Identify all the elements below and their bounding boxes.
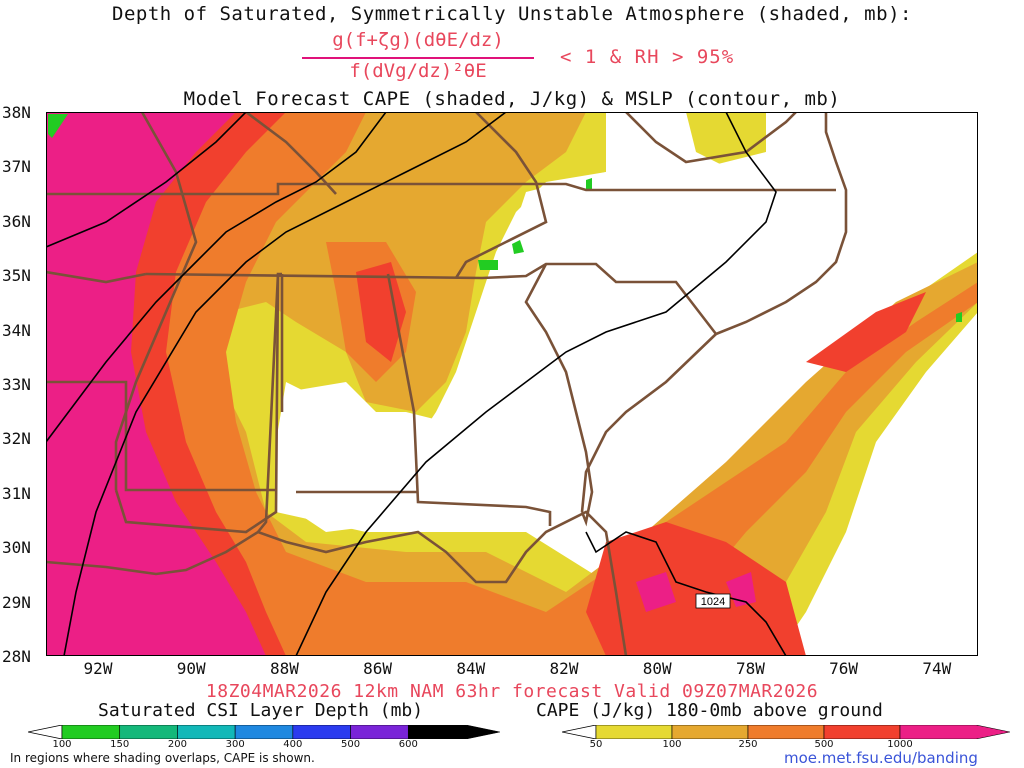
- colorbar-swatch: [407, 725, 500, 739]
- colorbar-label: 150: [110, 739, 130, 750]
- title-line3: Model Forecast CAPE (shaded, J/kg) & MSL…: [183, 88, 841, 110]
- cape-colorbar: [562, 725, 1010, 739]
- colorbar-label: 250: [738, 739, 758, 750]
- colorbar-swatch: [595, 725, 673, 739]
- colorbar-label: 400: [283, 739, 303, 750]
- lat-label: 30N: [2, 538, 31, 558]
- lat-label: 34N: [2, 320, 31, 340]
- lon-label: 78W: [735, 659, 765, 678]
- colorbar-label: 600: [398, 739, 418, 750]
- fraction-bar: [302, 57, 534, 59]
- colorbar-label: 500: [341, 739, 361, 750]
- lat-label: 35N: [2, 266, 31, 286]
- overlap-note: In regions where shading overlaps, CAPE …: [10, 751, 315, 765]
- isobar-label-box: [695, 593, 731, 609]
- colorbar-swatch: [671, 725, 749, 739]
- isobar-label: 1024: [701, 596, 725, 608]
- colorbar-label: 1000: [887, 739, 913, 750]
- lat-label: 31N: [2, 483, 31, 503]
- lat-label: 32N: [2, 429, 31, 449]
- forecast-map: 1024: [46, 112, 978, 656]
- lon-label: 82W: [549, 659, 579, 678]
- colorbar-swatch: [61, 725, 121, 739]
- colorbar-swatch: [292, 725, 351, 739]
- lat-label: 28N: [2, 647, 31, 666]
- colorbar-swatch: [350, 725, 409, 739]
- colorbar-label: 200: [167, 739, 187, 750]
- lon-label: 84W: [456, 659, 486, 678]
- lon-label: 74W: [922, 659, 952, 678]
- colorbar-label: 50: [589, 739, 603, 750]
- colorbar-low-arrow: [562, 725, 597, 739]
- colorbar-label: 500: [814, 739, 834, 750]
- colorbar-low-arrow: [28, 725, 63, 739]
- site-link[interactable]: moe.met.fsu.edu/banding: [784, 749, 978, 767]
- colorbar-swatch: [747, 725, 825, 739]
- lon-label: 90W: [176, 659, 206, 678]
- fraction-numerator: g(f+ζg)(dθE/dz): [332, 29, 504, 51]
- csi-shading: [48, 114, 962, 322]
- mslp-contours: [46, 112, 787, 656]
- colorbar-label: 100: [52, 739, 72, 750]
- colorbar-label: 100: [662, 739, 682, 750]
- fraction-condition: < 1 & RH > 95%: [560, 46, 735, 68]
- colorbar-swatch: [899, 725, 1010, 739]
- csi-colorbar: [28, 725, 500, 739]
- lat-label: 36N: [2, 211, 31, 231]
- lon-label: 80W: [642, 659, 672, 678]
- lat-label: 29N: [2, 592, 31, 612]
- cape-colorbar-title: CAPE (J/kg) 180-0mb above ground: [536, 700, 883, 721]
- lon-label: 86W: [363, 659, 393, 678]
- csi-colorbar-title: Saturated CSI Layer Depth (mb): [98, 700, 424, 721]
- lon-label: 76W: [829, 659, 859, 678]
- valid-time: 18Z04MAR2026 12km NAM 63hr forecast Vali…: [205, 681, 819, 702]
- colorbar-label: 300: [225, 739, 245, 750]
- lon-label: 88W: [269, 659, 299, 678]
- colorbar-swatch: [234, 725, 294, 739]
- lat-label: 37N: [2, 157, 31, 177]
- title-line1: Depth of Saturated, Symmetrically Unstab…: [112, 3, 912, 25]
- lat-label: 33N: [2, 375, 31, 394]
- colorbar-swatch: [177, 725, 236, 739]
- lat-label: 38N: [2, 103, 31, 122]
- lon-label: 92W: [83, 659, 113, 678]
- colorbar-swatch: [119, 725, 178, 739]
- fraction-denominator: f(dVg/dz)²θE: [349, 60, 487, 82]
- colorbar-swatch: [823, 725, 901, 739]
- state-boundaries: [46, 112, 848, 656]
